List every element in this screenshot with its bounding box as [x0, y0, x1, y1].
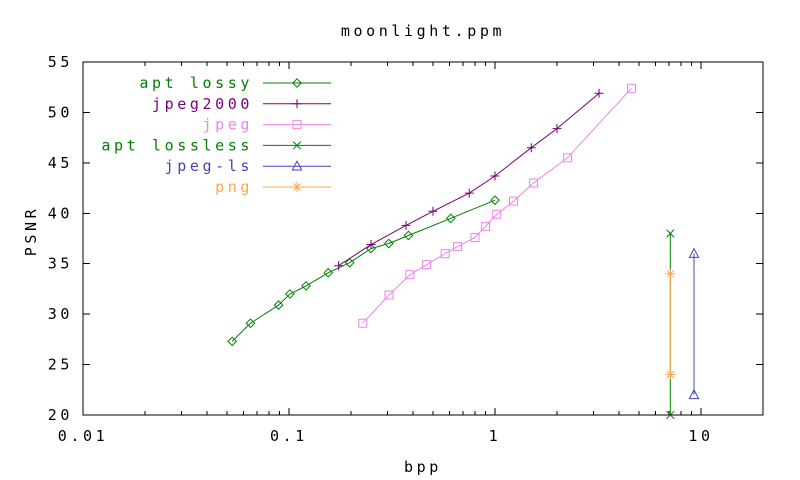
data-point-marker-jpeg	[492, 209, 502, 219]
legend-label-apt-lossless: apt lossless	[101, 136, 253, 154]
x-axis-minor-ticks	[144, 62, 693, 415]
data-point-marker-jpeg2000	[552, 124, 562, 134]
data-point-marker-jpeg	[563, 153, 573, 163]
legend-item-jpeg: jpeg	[202, 116, 331, 134]
y-tick-label: 55	[48, 53, 73, 71]
data-point-marker-apt-lossy	[490, 195, 500, 206]
plot-border	[82, 61, 764, 416]
legend-label-jpeg2000: jpeg2000	[152, 95, 253, 113]
x-axis-ticks	[82, 62, 702, 415]
data-point-marker-jpeg	[358, 318, 368, 328]
data-point-marker-jpeg2000	[366, 240, 376, 250]
data-point-marker-jpeg	[481, 221, 491, 231]
data-point-marker-jpeg2000	[594, 88, 604, 98]
y-axis-ticks	[83, 61, 763, 416]
chart-title: moonlight.ppm	[340, 22, 506, 40]
data-point-marker-apt-lossy	[273, 300, 284, 310]
data-point-marker-jpeg	[509, 196, 519, 206]
legend-item-jpeg-ls: jpeg-ls	[165, 157, 331, 175]
data-point-marker-jpeg	[529, 178, 539, 188]
y-tick-label: 25	[48, 356, 73, 374]
data-point-marker-jpeg	[627, 83, 637, 93]
legend-marker-apt-lossy	[292, 78, 302, 88]
series-jpeg-ls	[688, 247, 700, 400]
legend-marker-jpeg-ls	[291, 160, 303, 171]
legend-marker-png	[292, 182, 302, 192]
data-point-marker-apt-lossy	[403, 230, 414, 241]
data-point-marker-apt-lossless	[666, 410, 675, 420]
series-apt-lossy	[227, 195, 500, 347]
legend-item-png: png	[215, 178, 331, 196]
data-point-marker-png	[665, 369, 676, 380]
series-line-jpeg	[362, 87, 632, 324]
series-jpeg2000	[334, 88, 604, 271]
data-point-marker-jpeg2000	[490, 171, 500, 181]
data-point-marker-jpeg2000	[428, 206, 438, 216]
data-point-marker-apt-lossy	[323, 267, 334, 278]
series-jpeg	[358, 83, 637, 328]
legend-label-png: png	[215, 178, 253, 196]
data-point-marker-jpeg	[405, 270, 415, 280]
data-point-marker-jpeg	[470, 232, 480, 242]
data-point-marker-jpeg-ls	[688, 247, 700, 258]
legend-item-apt-lossless: apt lossless	[101, 136, 331, 154]
x-tick-label: 10	[688, 427, 713, 445]
legend-marker-jpeg2000	[292, 99, 302, 109]
data-point-marker-apt-lossy	[301, 280, 311, 291]
data-point-marker-jpeg	[422, 260, 432, 270]
legend-label-jpeg: jpeg	[202, 116, 253, 134]
x-axis-label: bpp	[404, 458, 442, 476]
data-point-marker-apt-lossy	[383, 238, 394, 249]
data-point-marker-apt-lossy	[445, 213, 456, 224]
data-point-marker-apt-lossy	[245, 318, 256, 329]
data-point-marker-png	[665, 268, 676, 279]
data-point-marker-jpeg2000	[401, 220, 411, 230]
legend-marker-apt-lossless	[292, 141, 302, 150]
series-line-apt-lossy	[231, 199, 496, 342]
x-tick-label: 1	[489, 427, 502, 445]
data-point-marker-jpeg	[384, 290, 394, 300]
y-tick-label: 35	[48, 255, 73, 273]
data-point-marker-apt-lossless	[666, 229, 675, 238]
legend-item-jpeg2000: jpeg2000	[152, 95, 331, 113]
series-png	[665, 268, 676, 380]
y-tick-label: 50	[48, 103, 73, 121]
data-point-marker-jpeg	[453, 242, 463, 252]
legend-marker-jpeg	[292, 120, 302, 130]
legend: apt lossy jpeg2000 jpeg apt lossless jpeg-ls…	[101, 74, 331, 196]
x-tick-label: 0.01	[58, 427, 109, 445]
data-point-marker-jpeg2000	[464, 188, 474, 198]
y-tick-label: 40	[48, 204, 73, 222]
data-point-marker-jpeg	[440, 249, 450, 259]
data-point-marker-jpeg-ls	[688, 388, 700, 400]
data-point-marker-apt-lossy	[284, 289, 295, 299]
data-point-marker-jpeg2000	[526, 143, 536, 153]
x-tick-label: 0.1	[270, 427, 308, 445]
legend-item-apt-lossy: apt lossy	[139, 74, 331, 92]
legend-label-apt-lossy: apt lossy	[139, 74, 253, 92]
legend-label-jpeg-ls: jpeg-ls	[165, 157, 253, 175]
y-tick-label: 20	[48, 406, 73, 424]
data-point-marker-jpeg2000	[334, 261, 344, 271]
series-line-jpeg2000	[338, 92, 600, 267]
y-tick-label: 45	[48, 154, 73, 172]
y-tick-label: 30	[48, 305, 73, 323]
data-point-marker-apt-lossy	[227, 336, 238, 347]
